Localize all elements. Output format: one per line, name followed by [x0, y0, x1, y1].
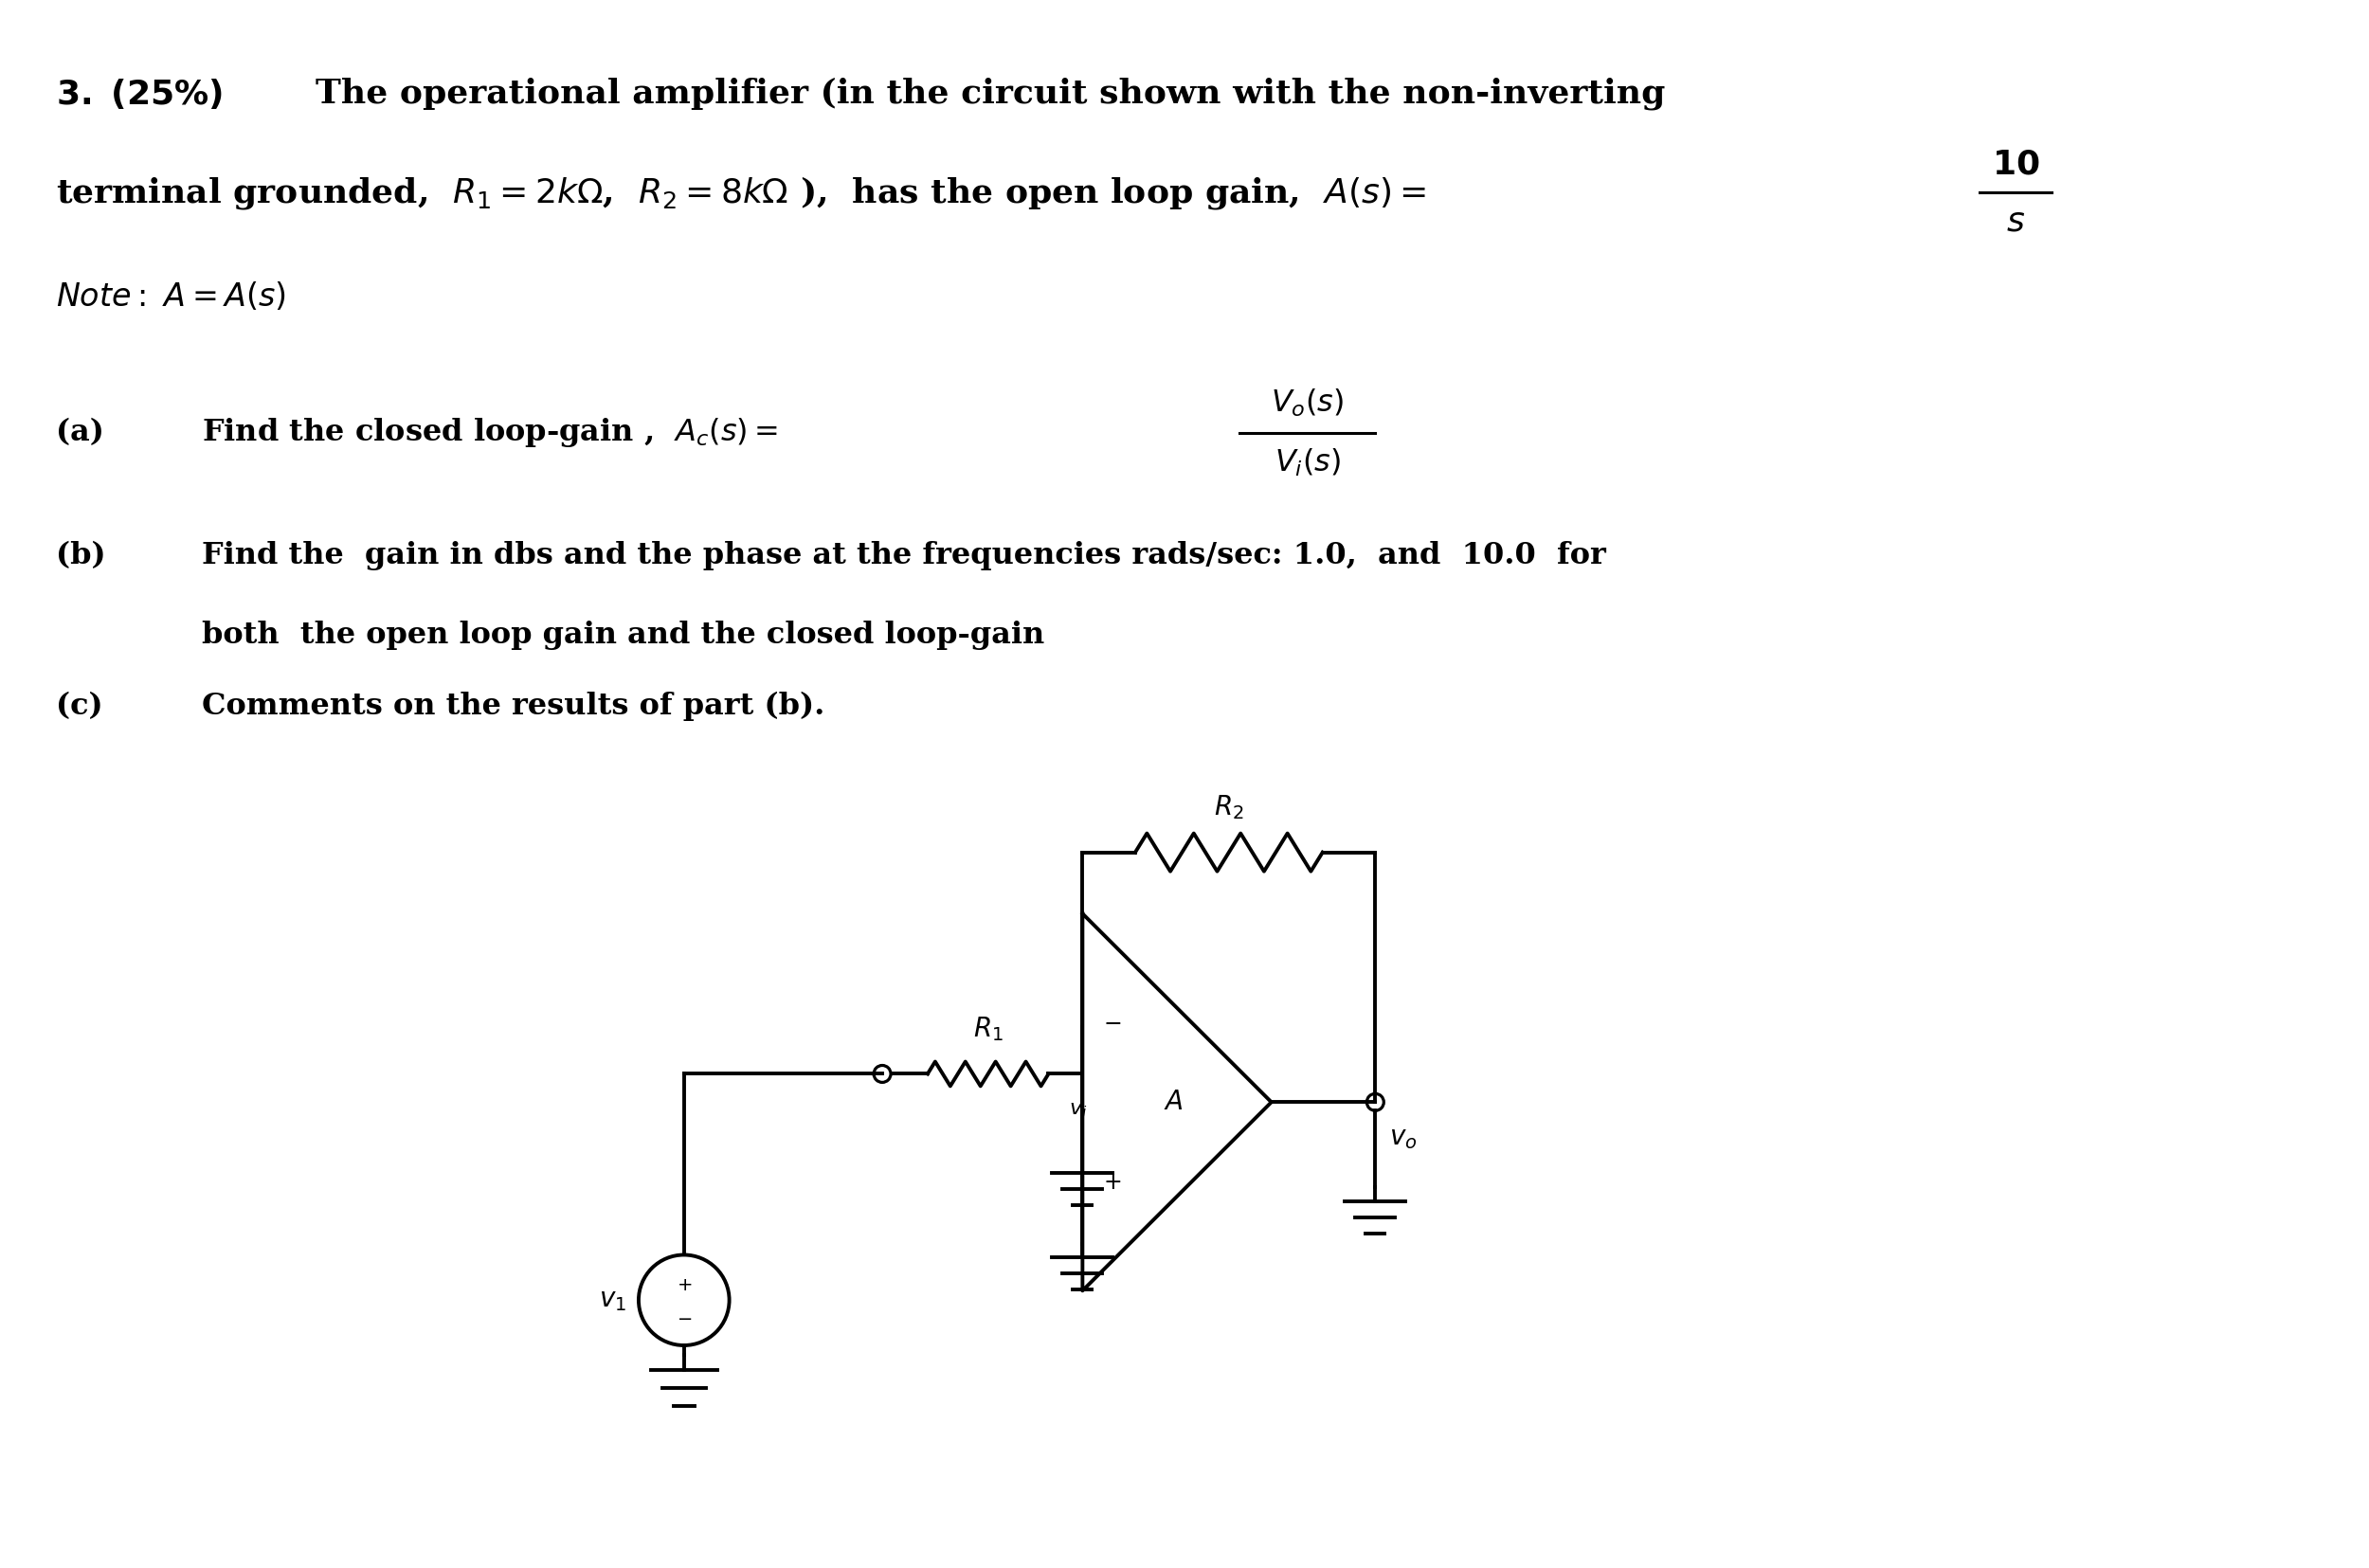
Text: terminal grounded,  $R_1 = 2k\Omega$,  $R_2 = 8k\Omega$ ),  has the open loop ga: terminal grounded, $R_1 = 2k\Omega$, $R_… — [57, 174, 1426, 212]
Text: $\mathbf{10}$: $\mathbf{10}$ — [1992, 147, 2040, 180]
Text: $\mathbf{3.\ (25\%)}$: $\mathbf{3.\ (25\%)}$ — [57, 77, 223, 111]
Text: $-$: $-$ — [675, 1308, 692, 1327]
Text: $+$: $+$ — [1104, 1171, 1121, 1193]
Text: $\mathit{V_i(s)}$: $\mathit{V_i(s)}$ — [1275, 447, 1341, 478]
Text: $\mathit{s}$: $\mathit{s}$ — [2007, 205, 2025, 237]
Text: (a): (a) — [57, 419, 104, 447]
Text: $\it{Note:}$ $\it{A = A(s)}$: $\it{Note:}$ $\it{A = A(s)}$ — [57, 281, 287, 312]
Text: both  the open loop gain and the closed loop-gain: both the open loop gain and the closed l… — [201, 621, 1045, 651]
Text: $R_2$: $R_2$ — [1213, 793, 1244, 822]
Text: $R_1$: $R_1$ — [974, 1014, 1002, 1043]
Text: The operational amplifier (in the circuit shown with the non-inverting: The operational amplifier (in the circui… — [315, 77, 1665, 110]
Text: $+$: $+$ — [675, 1276, 692, 1294]
Text: $v_i$: $v_i$ — [1068, 1099, 1087, 1120]
Text: (b): (b) — [57, 541, 107, 571]
Text: (c): (c) — [57, 691, 102, 721]
Text: $-$: $-$ — [1104, 1011, 1121, 1033]
Text: Comments on the results of part (b).: Comments on the results of part (b). — [201, 691, 824, 721]
Text: Find the  gain in dbs and the phase at the frequencies rads/sec: 1.0,  and  10.0: Find the gain in dbs and the phase at th… — [201, 541, 1606, 571]
Text: $\mathit{V_o(s)}$: $\mathit{V_o(s)}$ — [1270, 387, 1343, 419]
Text: Find the closed loop-gain ,  $A_c(s) =$: Find the closed loop-gain , $A_c(s) =$ — [201, 416, 779, 450]
Text: $v_o$: $v_o$ — [1391, 1126, 1417, 1151]
Text: $A$: $A$ — [1163, 1090, 1182, 1115]
Text: $v_1$: $v_1$ — [599, 1287, 628, 1312]
